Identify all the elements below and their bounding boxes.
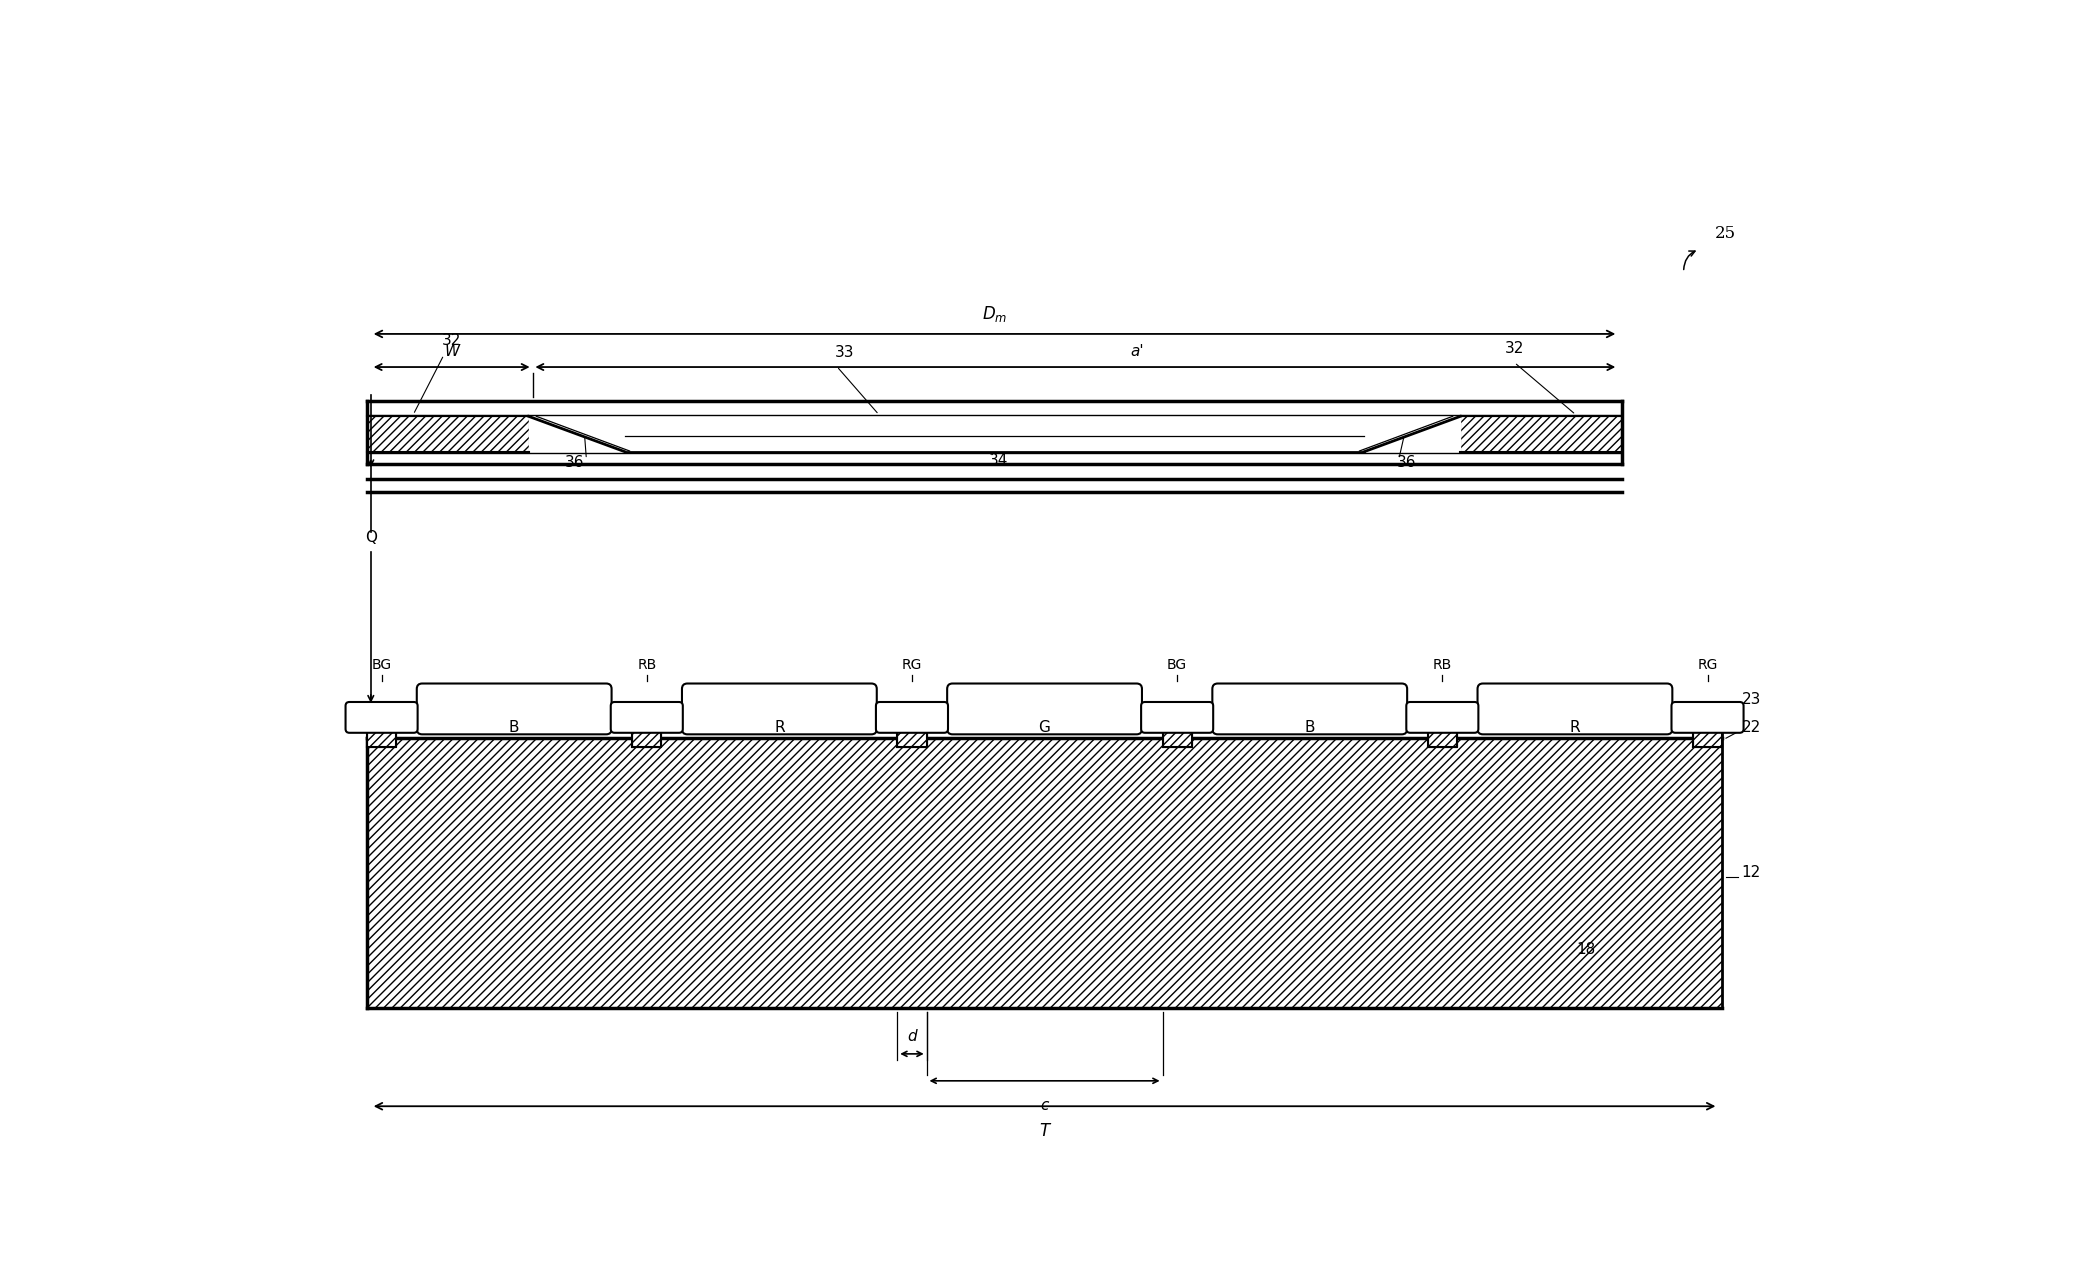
Text: T: T [1040, 1122, 1049, 1140]
Bar [632, 726, 661, 747]
FancyBboxPatch shape [345, 702, 419, 733]
Bar [366, 738, 1723, 1007]
Text: 36: 36 [565, 456, 584, 471]
Text: Q: Q [364, 530, 377, 545]
Text: 12: 12 [1741, 864, 1760, 880]
Bar [1162, 726, 1191, 747]
Bar [366, 416, 530, 452]
Bar [898, 726, 927, 747]
FancyBboxPatch shape [1141, 702, 1214, 733]
FancyBboxPatch shape [611, 702, 682, 733]
FancyBboxPatch shape [417, 684, 611, 734]
FancyBboxPatch shape [1212, 684, 1406, 734]
Text: R: R [1570, 721, 1580, 734]
Text: 32: 32 [442, 333, 460, 348]
Text: c: c [1040, 1098, 1049, 1113]
Text: B: B [1304, 721, 1314, 734]
Text: D$_m$: D$_m$ [982, 304, 1007, 324]
Text: B: B [509, 721, 519, 734]
FancyBboxPatch shape [1672, 702, 1743, 733]
Text: RG: RG [1697, 658, 1718, 671]
FancyBboxPatch shape [1406, 702, 1478, 733]
Text: 34: 34 [988, 453, 1009, 468]
Bar [1693, 726, 1723, 747]
Text: 32: 32 [1505, 341, 1524, 356]
FancyBboxPatch shape [877, 702, 948, 733]
Text: R: R [774, 721, 785, 734]
Bar [366, 726, 396, 747]
Text: a': a' [1130, 345, 1143, 360]
FancyBboxPatch shape [682, 684, 877, 734]
Bar [1427, 726, 1457, 747]
FancyBboxPatch shape [948, 684, 1143, 734]
Text: RG: RG [902, 658, 923, 671]
Text: G: G [1038, 721, 1051, 734]
Text: 25: 25 [1714, 225, 1735, 242]
Text: 18: 18 [1576, 941, 1595, 957]
Bar [1461, 416, 1622, 452]
Text: RB: RB [636, 658, 657, 671]
Text: BG: BG [373, 658, 391, 671]
Text: BG: BG [1168, 658, 1187, 671]
Text: 22: 22 [1741, 721, 1760, 734]
Text: 36: 36 [1396, 456, 1417, 471]
Text: RB: RB [1434, 658, 1453, 671]
Text: d: d [906, 1029, 917, 1044]
Text: W: W [444, 345, 458, 360]
Polygon shape [530, 416, 1461, 452]
FancyBboxPatch shape [1478, 684, 1672, 734]
Text: 33: 33 [835, 345, 854, 360]
Text: 23: 23 [1741, 692, 1760, 707]
